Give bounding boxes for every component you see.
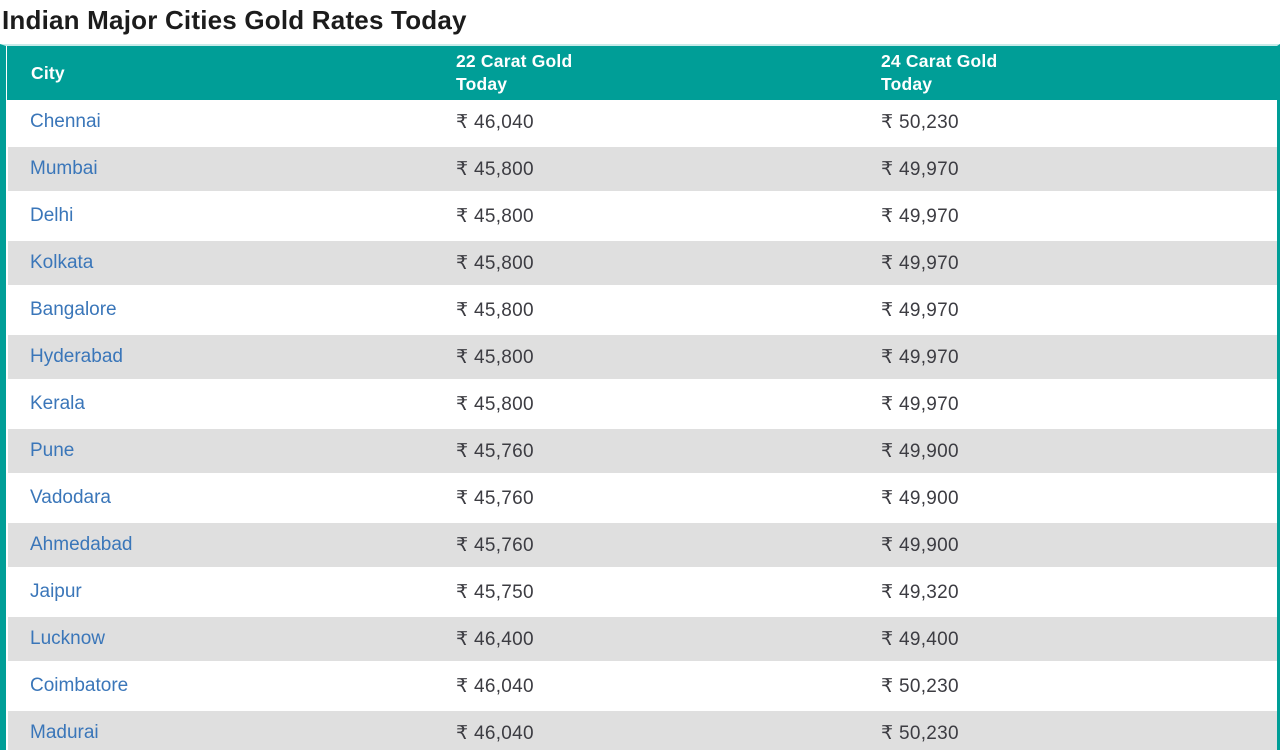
city-link[interactable]: Chennai: [30, 111, 101, 132]
city-link[interactable]: Coimbatore: [30, 675, 129, 696]
gold-rate-22-carat: ₹ 46,040: [432, 100, 857, 147]
city-cell: Kerala: [6, 380, 432, 429]
city-link[interactable]: Jaipur: [30, 581, 82, 602]
gold-rate-22-carat: ₹ 45,760: [432, 427, 857, 476]
city-cell: Ahmedabad: [6, 521, 432, 570]
table-header: City 22 Carat Gold Today 24 Carat Gold T…: [7, 46, 1277, 100]
table-row: Pune ₹ 45,760 ₹ 49,900: [6, 427, 1277, 476]
gold-rate-24-carat: ₹ 49,970: [857, 380, 1277, 429]
city-cell: Kolkata: [6, 239, 432, 288]
city-cell: Madurai: [6, 709, 432, 750]
city-link[interactable]: Vadodara: [30, 487, 111, 508]
city-cell: Chennai: [6, 100, 432, 147]
city-cell: Bangalore: [6, 286, 432, 335]
gold-rate-22-carat: ₹ 46,400: [432, 615, 857, 664]
city-link[interactable]: Ahmedabad: [30, 534, 133, 555]
city-cell: Coimbatore: [6, 662, 432, 711]
table-row: Bangalore ₹ 45,800 ₹ 49,970: [6, 286, 1277, 335]
gold-rate-24-carat: ₹ 49,970: [857, 286, 1277, 335]
gold-rate-24-carat: ₹ 50,230: [857, 709, 1277, 750]
gold-rate-22-carat: ₹ 45,800: [432, 380, 857, 429]
table-row: Madurai ₹ 46,040 ₹ 50,230: [6, 709, 1277, 750]
column-header-22-carat: 22 Carat Gold Today: [432, 46, 857, 100]
city-link[interactable]: Bangalore: [30, 299, 117, 320]
gold-rate-24-carat: ₹ 49,970: [857, 192, 1277, 241]
column-header-24-carat: 24 Carat Gold Today: [857, 46, 1277, 100]
gold-rates-table: City 22 Carat Gold Today 24 Carat Gold T…: [0, 44, 1280, 750]
gold-rate-24-carat: ₹ 49,900: [857, 427, 1277, 476]
gold-rate-24-carat: ₹ 49,400: [857, 615, 1277, 664]
table-row: Lucknow ₹ 46,400 ₹ 49,400: [6, 615, 1277, 664]
gold-rate-22-carat: ₹ 45,800: [432, 239, 857, 288]
city-cell: Vadodara: [6, 474, 432, 523]
city-cell: Mumbai: [6, 145, 432, 194]
table-row: Mumbai ₹ 45,800 ₹ 49,970: [6, 145, 1277, 194]
page-title: Indian Major Cities Gold Rates Today: [2, 5, 467, 35]
table-row: Kolkata ₹ 45,800 ₹ 49,970: [6, 239, 1277, 288]
gold-rate-22-carat: ₹ 45,750: [432, 568, 857, 617]
city-link[interactable]: Kerala: [30, 393, 85, 414]
city-cell: Hyderabad: [6, 333, 432, 382]
city-cell: Pune: [6, 427, 432, 476]
table-row: Chennai ₹ 46,040 ₹ 50,230: [6, 100, 1277, 147]
gold-rate-24-carat: ₹ 50,230: [857, 662, 1277, 711]
gold-rate-24-carat: ₹ 49,970: [857, 145, 1277, 194]
gold-rate-22-carat: ₹ 45,760: [432, 474, 857, 523]
table-row: Vadodara ₹ 45,760 ₹ 49,900: [6, 474, 1277, 523]
city-link[interactable]: Pune: [30, 440, 75, 461]
city-link[interactable]: Delhi: [30, 205, 74, 226]
gold-rates-data-table: City 22 Carat Gold Today 24 Carat Gold T…: [6, 46, 1277, 750]
gold-rate-22-carat: ₹ 45,800: [432, 333, 857, 382]
gold-rate-22-carat: ₹ 46,040: [432, 709, 857, 750]
city-cell: Lucknow: [6, 615, 432, 664]
city-cell: Delhi: [6, 192, 432, 241]
table-row: Delhi ₹ 45,800 ₹ 49,970: [6, 192, 1277, 241]
city-link[interactable]: Kolkata: [30, 252, 94, 273]
gold-rate-24-carat: ₹ 50,230: [857, 100, 1277, 147]
column-header-city: City: [7, 46, 432, 100]
table-body: Chennai ₹ 46,040 ₹ 50,230 Mumbai ₹ 45,800 ₹ 4…: [6, 100, 1277, 750]
city-link[interactable]: Madurai: [30, 722, 99, 743]
gold-rate-24-carat: ₹ 49,970: [857, 239, 1277, 288]
city-link[interactable]: Lucknow: [30, 628, 105, 649]
gold-rate-22-carat: ₹ 45,760: [432, 521, 857, 570]
gold-rate-22-carat: ₹ 45,800: [432, 192, 857, 241]
gold-rate-22-carat: ₹ 45,800: [432, 145, 857, 194]
gold-rate-22-carat: ₹ 46,040: [432, 662, 857, 711]
gold-rate-24-carat: ₹ 49,970: [857, 333, 1277, 382]
table-row: Coimbatore ₹ 46,040 ₹ 50,230: [6, 662, 1277, 711]
table-row: Hyderabad ₹ 45,800 ₹ 49,970: [6, 333, 1277, 382]
gold-rate-24-carat: ₹ 49,320: [857, 568, 1277, 617]
gold-rate-22-carat: ₹ 45,800: [432, 286, 857, 335]
table-row: Kerala ₹ 45,800 ₹ 49,970: [6, 380, 1277, 429]
table-row: Jaipur ₹ 45,750 ₹ 49,320: [6, 568, 1277, 617]
table-header-row: City 22 Carat Gold Today 24 Carat Gold T…: [7, 46, 1277, 100]
table-row: Ahmedabad ₹ 45,760 ₹ 49,900: [6, 521, 1277, 570]
city-link[interactable]: Hyderabad: [30, 346, 123, 367]
gold-rate-24-carat: ₹ 49,900: [857, 474, 1277, 523]
city-link[interactable]: Mumbai: [30, 158, 98, 179]
gold-rate-24-carat: ₹ 49,900: [857, 521, 1277, 570]
city-cell: Jaipur: [6, 568, 432, 617]
